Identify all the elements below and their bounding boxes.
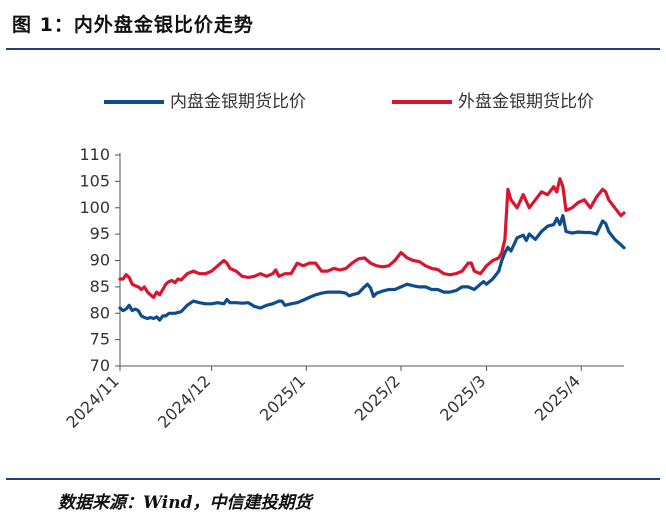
y-tick-label: 95 (90, 224, 110, 243)
x-tick-label: 2025/4 (531, 371, 584, 424)
y-tick-label: 110 (79, 145, 110, 164)
source-rule (6, 478, 660, 480)
x-tick-label: 2024/12 (154, 371, 214, 431)
series-line-foreign (118, 177, 626, 299)
y-tick-label: 90 (90, 251, 110, 270)
y-tick-label: 70 (90, 356, 110, 375)
y-tick-label: 105 (79, 171, 110, 190)
chart-title: 图 1：内外盘金银比价走势 (12, 14, 254, 36)
legend-label: 内盘金银期货比价 (170, 92, 306, 112)
x-tick-label: 2025/1 (256, 371, 309, 424)
title-rule (6, 48, 660, 50)
series-line-domestic (118, 214, 626, 322)
x-tick-label: 2025/3 (436, 371, 489, 424)
y-tick-label: 75 (90, 330, 110, 349)
x-tick-label: 2024/11 (62, 371, 122, 431)
y-tick-label: 85 (90, 277, 110, 296)
y-tick-label: 100 (79, 198, 110, 217)
legend-label: 外盘金银期货比价 (458, 92, 594, 112)
x-tick-label: 2025/2 (351, 371, 404, 424)
y-tick-label: 80 (90, 303, 110, 322)
source-note: 数据来源：Wind，中信建投期货 (58, 493, 312, 513)
